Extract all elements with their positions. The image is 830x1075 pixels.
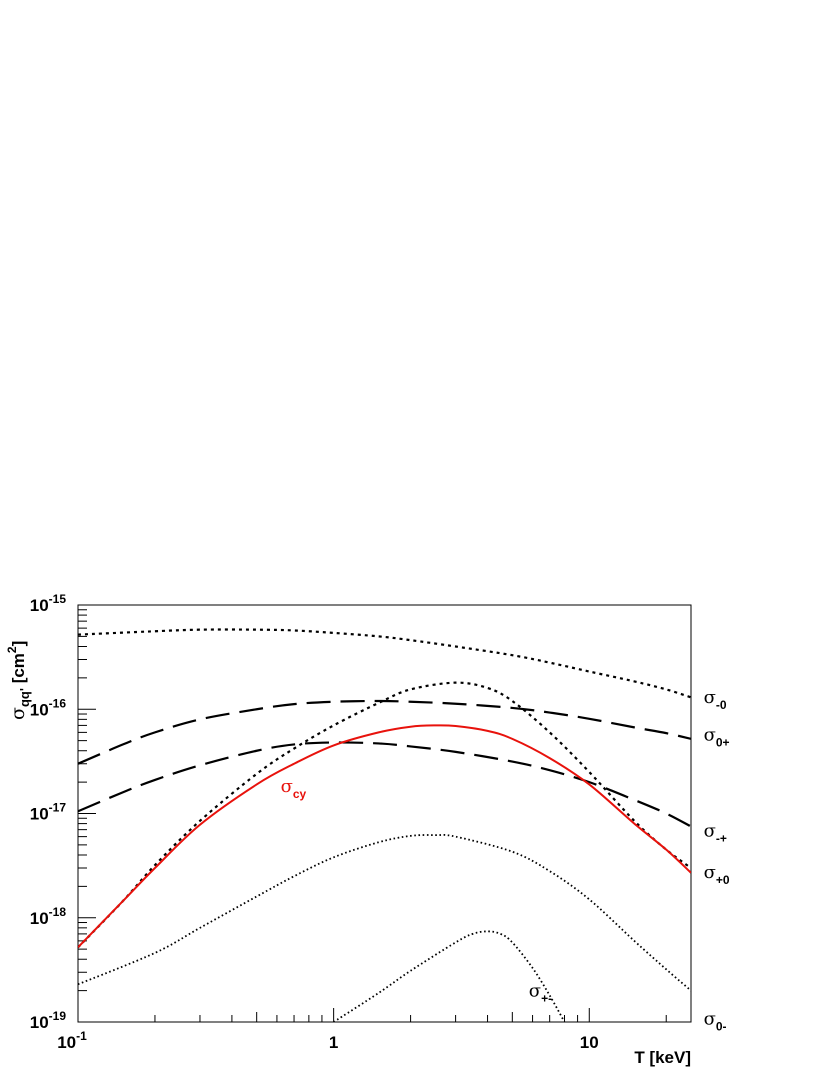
x-tick-label: 10-1 [57, 1029, 87, 1052]
axis-ticks [77, 604, 667, 1023]
plot-border [77, 604, 692, 1023]
series-label-sigma-0plus: σ0+ [704, 725, 730, 750]
x-axis-label: T [keV] [634, 1048, 691, 1067]
series-line-sigma-minus0 [78, 628, 691, 699]
series-label-sigma-minus0: σ-0 [704, 687, 727, 712]
series-label-sigma-cy: σcy [281, 776, 307, 801]
tick-labels: 10-1 1 10 10-19 10-18 10-17 10-16 10-15 [30, 592, 599, 1052]
plot-frame [77, 604, 692, 1023]
series-label-sigma-plus0: σ+0 [704, 862, 730, 887]
y-axis-label: σqq' [cm2] [5, 641, 32, 720]
series-lines [78, 628, 691, 1022]
y-tick-label: 10-17 [30, 801, 67, 824]
series-label-sigma-0minus: σ0- [704, 1008, 727, 1033]
x-tick-label: 1 [329, 1033, 338, 1052]
y-tick-label: 10-19 [30, 1009, 67, 1032]
series-line-sigma-plus0 [78, 681, 691, 949]
y-tick-label: 10-15 [30, 592, 67, 615]
series-labels: σ-0 σ0+ σ-+ σ+0 σ0- σ+- σcy [281, 687, 730, 1033]
x-tick-label: 10 [580, 1033, 599, 1052]
series-line-sigma-plusminus [333, 930, 566, 1022]
series-label-sigma-minusplus: σ-+ [704, 821, 727, 846]
series-line-sigma-cy [78, 724, 691, 949]
y-tick-label: 10-18 [30, 905, 67, 928]
series-line-sigma-0plus [78, 699, 691, 765]
series-line-sigma-minusplus [78, 741, 691, 828]
series-line-sigma-0minus [78, 833, 691, 992]
series-label-sigma-plusminus: σ+- [529, 981, 552, 1006]
y-tick-label: 10-16 [30, 696, 67, 719]
